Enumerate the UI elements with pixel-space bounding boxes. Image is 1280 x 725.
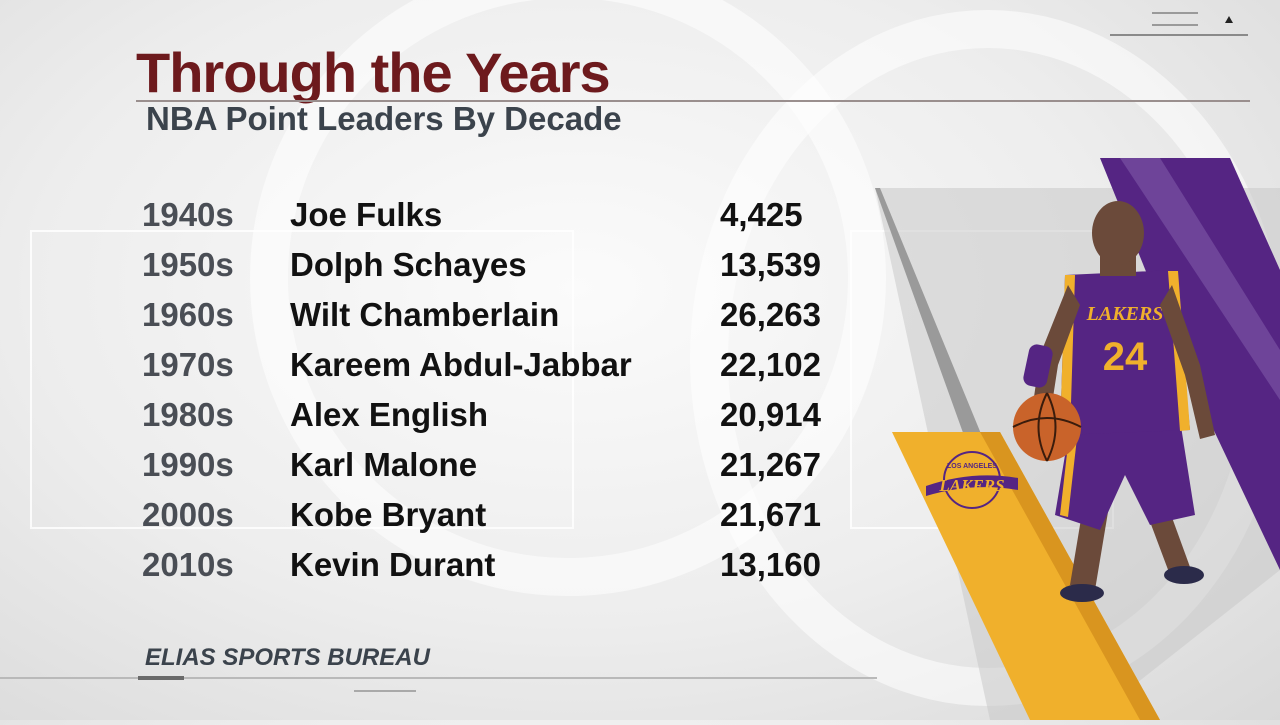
jersey-text: LAKERS (1086, 303, 1164, 325)
table-row: 1970s Kareem Abdul-Jabbar 22,102 (142, 340, 862, 390)
table-row: 2000s Kobe Bryant 21,671 (142, 490, 862, 540)
player-illustration: LAKERS 24 (1012, 201, 1215, 602)
page-title: Through the Years (136, 41, 611, 104)
points-cell: 13,539 (720, 246, 821, 283)
lakers-logo: LOS ANGELES LAKERS (926, 451, 1018, 509)
points-cell: 21,267 (720, 446, 821, 483)
table-row: 1990s Karl Malone 21,267 (142, 440, 862, 490)
table-row: 2010s Kevin Durant 13,160 (142, 540, 862, 590)
leaders-table: 1940s Joe Fulks 4,425 1950s Dolph Schaye… (142, 190, 862, 590)
decade-cell: 1980s (142, 396, 234, 433)
player-cell: Joe Fulks (290, 196, 443, 233)
points-cell: 4,425 (720, 196, 803, 233)
decade-cell: 1940s (142, 196, 234, 233)
logo-team-text: LAKERS (938, 476, 1004, 495)
decade-cell: 1960s (142, 296, 234, 333)
player-cell: Kevin Durant (290, 546, 496, 583)
footer-short-line (354, 690, 416, 692)
table-row: 1940s Joe Fulks 4,425 (142, 190, 862, 240)
points-cell: 22,102 (720, 346, 821, 383)
menu-lines-icon (1110, 8, 1250, 38)
logo-city-text: LOS ANGELES (947, 463, 997, 470)
player-cell: Dolph Schayes (290, 246, 527, 283)
team-graphic: LOS ANGELES LAKERS LAKERS 24 (860, 150, 1280, 720)
player-cell: Karl Malone (290, 446, 478, 483)
jersey-number: 24 (1103, 335, 1148, 379)
table-row: 1980s Alex English 20,914 (142, 390, 862, 440)
footer-divider (0, 677, 877, 679)
player-cell: Wilt Chamberlain (290, 296, 560, 333)
points-cell: 21,671 (720, 496, 821, 533)
decade-cell: 1950s (142, 246, 234, 283)
points-cell: 20,914 (720, 396, 821, 433)
decade-cell: 1970s (142, 346, 234, 383)
decade-cell: 2010s (142, 546, 234, 583)
points-cell: 13,160 (720, 546, 821, 583)
background-frame (30, 230, 574, 529)
decade-cell: 1990s (142, 446, 234, 483)
player-cell: Kareem Abdul-Jabbar (290, 346, 632, 383)
table-row: 1960s Wilt Chamberlain 26,263 (142, 290, 862, 340)
points-cell: 26,263 (720, 296, 821, 333)
decade-cell: 2000s (142, 496, 234, 533)
title-divider (136, 100, 1250, 102)
caret-up-icon (1225, 16, 1233, 23)
footer-accent (138, 676, 184, 680)
page-subtitle: NBA Point Leaders By Decade (146, 100, 622, 137)
player-cell: Alex English (290, 396, 489, 433)
table-row: 1950s Dolph Schayes 13,539 (142, 240, 862, 290)
source-credit: ELIAS SPORTS BUREAU (145, 644, 430, 671)
player-cell: Kobe Bryant (290, 496, 487, 533)
